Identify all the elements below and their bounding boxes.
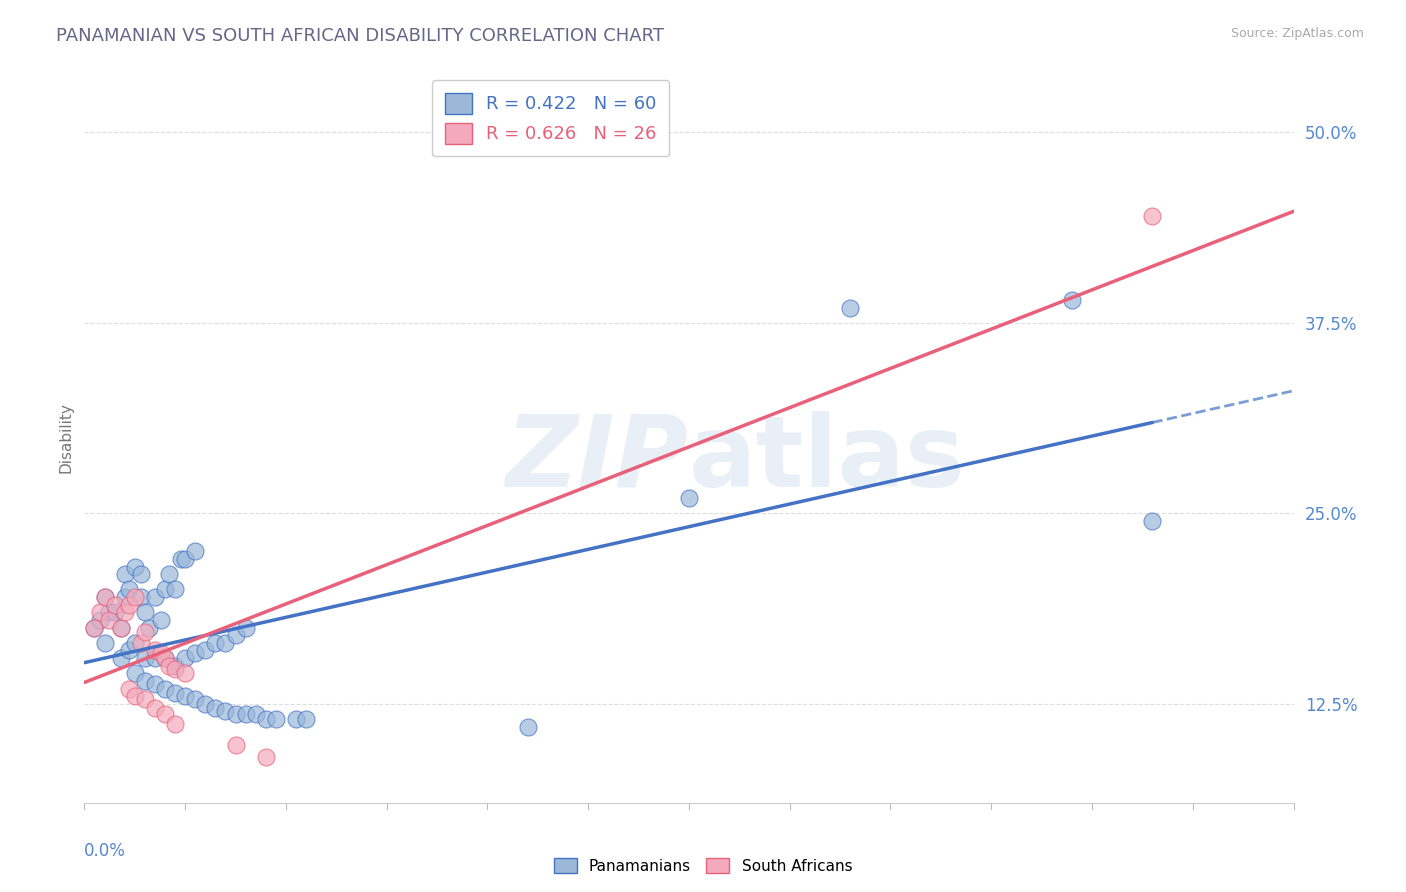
- Point: [839, 301, 862, 315]
- Text: Source: ZipAtlas.com: Source: ZipAtlas.com: [1230, 27, 1364, 40]
- Point: [134, 605, 156, 619]
- Point: [104, 605, 127, 619]
- Point: [143, 701, 166, 715]
- Point: [165, 686, 187, 700]
- Point: [110, 621, 132, 635]
- Point: [194, 697, 217, 711]
- Point: [129, 590, 152, 604]
- Point: [83, 621, 105, 635]
- Point: [184, 692, 207, 706]
- Point: [83, 621, 105, 635]
- Point: [93, 590, 115, 604]
- Legend: R = 0.422   N = 60, R = 0.626   N = 26: R = 0.422 N = 60, R = 0.626 N = 26: [432, 80, 669, 156]
- Point: [516, 720, 538, 734]
- Point: [118, 598, 141, 612]
- Point: [235, 707, 257, 722]
- Point: [149, 613, 172, 627]
- Point: [143, 590, 166, 604]
- Point: [184, 544, 207, 558]
- Point: [138, 621, 160, 635]
- Point: [97, 613, 120, 627]
- Point: [1142, 209, 1164, 223]
- Point: [174, 651, 197, 665]
- Point: [1060, 293, 1083, 307]
- Point: [157, 567, 180, 582]
- Point: [134, 651, 156, 665]
- Point: [285, 712, 308, 726]
- Point: [165, 716, 187, 731]
- Point: [170, 552, 193, 566]
- Legend: Panamanians, South Africans: Panamanians, South Africans: [548, 852, 858, 880]
- Point: [204, 701, 226, 715]
- Point: [153, 681, 176, 696]
- Point: [114, 605, 136, 619]
- Point: [149, 647, 172, 661]
- Point: [143, 677, 166, 691]
- Text: ZIP: ZIP: [506, 410, 689, 508]
- Point: [1142, 514, 1164, 528]
- Point: [143, 651, 166, 665]
- Point: [157, 658, 180, 673]
- Point: [124, 666, 146, 681]
- Point: [194, 643, 217, 657]
- Point: [118, 582, 141, 597]
- Point: [124, 689, 146, 703]
- Point: [214, 705, 236, 719]
- Point: [153, 651, 176, 665]
- Text: atlas: atlas: [689, 410, 966, 508]
- Point: [225, 628, 247, 642]
- Point: [124, 590, 146, 604]
- Point: [134, 673, 156, 688]
- Point: [134, 625, 156, 640]
- Point: [245, 707, 267, 722]
- Point: [254, 712, 277, 726]
- Point: [184, 647, 207, 661]
- Point: [153, 707, 176, 722]
- Point: [204, 636, 226, 650]
- Point: [678, 491, 700, 505]
- Point: [165, 658, 187, 673]
- Point: [165, 582, 187, 597]
- Point: [110, 621, 132, 635]
- Point: [295, 712, 318, 726]
- Point: [104, 598, 127, 612]
- Point: [174, 552, 197, 566]
- Point: [143, 643, 166, 657]
- Point: [254, 750, 277, 764]
- Point: [124, 559, 146, 574]
- Point: [93, 636, 115, 650]
- Point: [89, 605, 111, 619]
- Point: [93, 590, 115, 604]
- Point: [118, 643, 141, 657]
- Point: [264, 712, 287, 726]
- Point: [124, 636, 146, 650]
- Point: [114, 567, 136, 582]
- Point: [214, 636, 236, 650]
- Point: [153, 651, 176, 665]
- Text: 0.0%: 0.0%: [84, 842, 127, 860]
- Point: [129, 636, 152, 650]
- Point: [174, 666, 197, 681]
- Point: [110, 651, 132, 665]
- Point: [174, 689, 197, 703]
- Point: [129, 567, 152, 582]
- Point: [165, 662, 187, 676]
- Point: [235, 621, 257, 635]
- Point: [118, 681, 141, 696]
- Point: [134, 692, 156, 706]
- Point: [225, 707, 247, 722]
- Point: [97, 605, 120, 619]
- Point: [114, 590, 136, 604]
- Text: PANAMANIAN VS SOUTH AFRICAN DISABILITY CORRELATION CHART: PANAMANIAN VS SOUTH AFRICAN DISABILITY C…: [56, 27, 664, 45]
- Point: [225, 738, 247, 752]
- Y-axis label: Disability: Disability: [58, 401, 73, 473]
- Point: [89, 613, 111, 627]
- Point: [153, 582, 176, 597]
